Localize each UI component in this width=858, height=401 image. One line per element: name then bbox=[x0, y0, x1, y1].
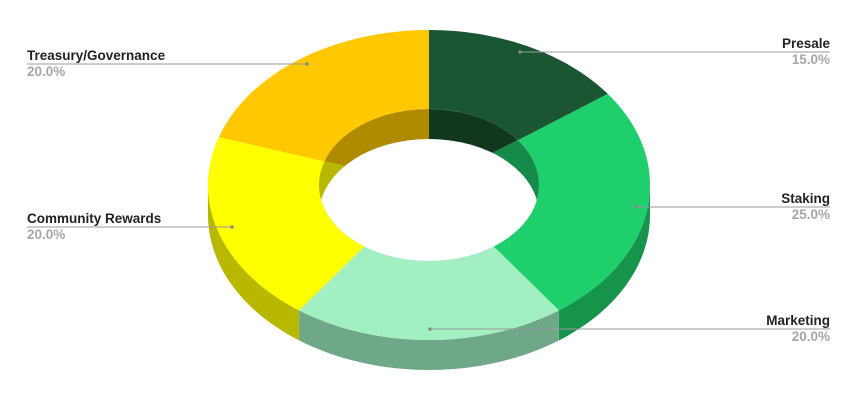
label-name: Treasury/Governance bbox=[27, 48, 166, 63]
leader-dot-2 bbox=[428, 327, 432, 331]
slice-marketing bbox=[299, 246, 559, 340]
label-marketing: Marketing 20.0% bbox=[766, 313, 830, 345]
slice-community-rewards bbox=[208, 137, 365, 311]
label-staking: Staking 25.0% bbox=[781, 191, 830, 223]
slice-treasury-governance bbox=[218, 30, 429, 162]
leader-dot-0 bbox=[518, 50, 522, 54]
label-pct: 25.0% bbox=[791, 207, 830, 222]
label-pct: 20.0% bbox=[791, 329, 830, 344]
label-treasury-governance: Treasury/Governance 20.0% bbox=[27, 48, 165, 80]
label-name: Marketing bbox=[766, 313, 830, 328]
label-community-rewards: Community Rewards 20.0% bbox=[27, 211, 161, 243]
slice-staking bbox=[493, 93, 650, 311]
leader-dot-3 bbox=[230, 225, 234, 229]
leader-dot-4 bbox=[305, 62, 309, 66]
label-pct: 20.0% bbox=[27, 64, 66, 79]
slice-presale bbox=[429, 30, 608, 141]
label-pct: 15.0% bbox=[791, 52, 830, 67]
label-name: Staking bbox=[781, 191, 830, 206]
side-wall-2 bbox=[299, 310, 559, 370]
leader-dot-1 bbox=[634, 205, 638, 209]
side-wall-3 bbox=[208, 185, 300, 341]
side-wall-1 bbox=[558, 185, 650, 341]
label-name: Presale bbox=[781, 36, 830, 51]
label-pct: 20.0% bbox=[27, 227, 66, 242]
label-name: Community Rewards bbox=[27, 211, 162, 226]
label-presale: Presale 15.0% bbox=[782, 36, 830, 68]
